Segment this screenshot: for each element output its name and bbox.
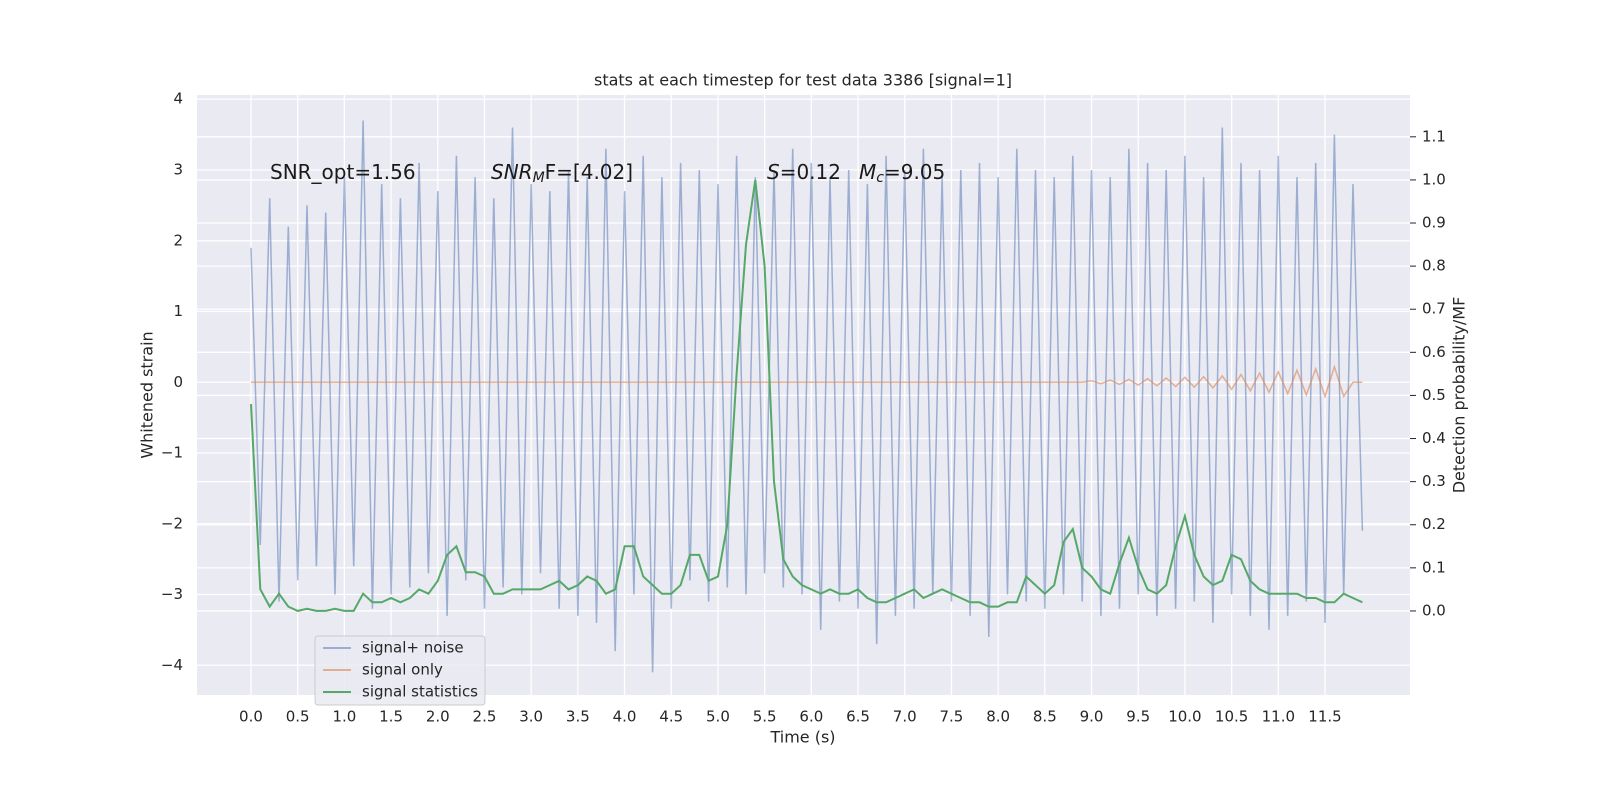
x-tick-label: 0.5 [286, 708, 310, 726]
annotation-main: SNR [491, 160, 533, 184]
annotation: SNR_opt=1.56 [270, 160, 416, 184]
x-tick-label: 0.0 [239, 708, 263, 726]
y-tick-label: −1 [161, 444, 183, 462]
x-tick-label: 7.0 [893, 708, 917, 726]
y-tick-label: −4 [161, 656, 183, 674]
y2-tick-label: 0.8 [1422, 257, 1446, 275]
y-axis-label: Whitened strain [138, 331, 157, 458]
y-tick-label: 2 [173, 231, 183, 249]
y-tick-label: 3 [173, 161, 183, 179]
x-tick-label: 6.0 [799, 708, 823, 726]
x-tick-label: 4.0 [613, 708, 637, 726]
legend-label: signal statistics [362, 683, 478, 701]
y-tick-label: 4 [173, 90, 183, 108]
annotation-tail: =0.12 [780, 160, 841, 184]
legend-label: signal+ noise [362, 639, 464, 657]
x-tick-label: 10.5 [1215, 708, 1248, 726]
y2-tick-label: 0.5 [1422, 386, 1446, 404]
x-tick-label: 5.5 [753, 708, 777, 726]
series-line [250, 179, 1363, 612]
x-tick-label: 9.5 [1126, 708, 1150, 726]
series-line [251, 364, 1363, 399]
annotation-main: S [767, 160, 780, 184]
y-tick-label: 1 [173, 302, 183, 320]
x-tick-label: 4.5 [659, 708, 683, 726]
y2-tick-label: 0.9 [1422, 214, 1446, 232]
y2-tick-label: 1.0 [1422, 170, 1446, 188]
x-tick-label: 2.5 [473, 708, 497, 726]
x-tick-label: 1.0 [332, 708, 356, 726]
x-tick-label: 11.0 [1262, 708, 1295, 726]
x-tick-label: 9.0 [1080, 708, 1104, 726]
annotation-main: M [859, 160, 876, 184]
x-tick-label: 3.0 [519, 708, 543, 726]
y2-axis-label: Detection probability/MF [1450, 297, 1469, 494]
annotation: SNRMF=[4.02] [491, 160, 633, 187]
chart-title: stats at each timestep for test data 338… [594, 71, 1012, 90]
annotation-tail: =9.05 [884, 160, 945, 184]
y2-tick-label: 0.0 [1422, 601, 1446, 619]
y2-tick-label: 0.7 [1422, 300, 1446, 318]
annotation-tail: F=[4.02] [545, 160, 633, 184]
y2-tick-label: 0.3 [1422, 472, 1446, 490]
x-tick-label: 11.5 [1308, 708, 1341, 726]
y-tick-label: 0 [173, 373, 183, 391]
annotation: Mc=9.05 [859, 160, 945, 187]
x-tick-label: 5.0 [706, 708, 730, 726]
annotation: S=0.12 [767, 160, 841, 184]
y-tick-label: −2 [161, 514, 183, 532]
y2-tick-label: 0.1 [1422, 558, 1446, 576]
legend-label: signal only [362, 661, 443, 679]
x-tick-label: 6.5 [846, 708, 870, 726]
x-tick-label: 2.0 [426, 708, 450, 726]
y2-tick-label: 0.2 [1422, 515, 1446, 533]
annotation-main: SNR_opt=1.56 [270, 160, 416, 184]
y2-tick-label: 0.6 [1422, 343, 1446, 361]
legend-box [314, 635, 486, 706]
x-tick-label: 7.5 [940, 708, 964, 726]
annotation-sub: c [876, 170, 884, 186]
y2-tick-label: 1.1 [1422, 127, 1446, 145]
annotation-sub: M [533, 170, 545, 186]
x-tick-label: 1.5 [379, 708, 403, 726]
x-tick-label: 8.0 [986, 708, 1010, 726]
x-tick-label: 8.5 [1033, 708, 1057, 726]
x-axis-label: Time (s) [769, 728, 835, 747]
series-line [250, 120, 1364, 673]
y-tick-label: −3 [161, 585, 183, 603]
y2-tick-label: 0.4 [1422, 429, 1446, 447]
x-tick-label: 3.5 [566, 708, 590, 726]
x-tick-label: 10.0 [1168, 708, 1201, 726]
